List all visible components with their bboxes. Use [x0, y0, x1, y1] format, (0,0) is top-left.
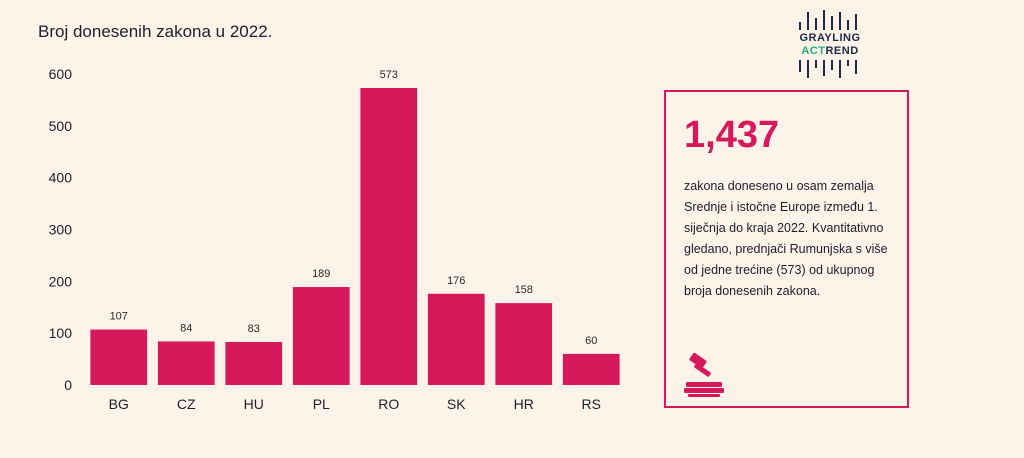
summary-card: 1,437 zakona doneseno u osam zemalja Sre… — [664, 90, 909, 408]
x-tick-label-hr: HR — [514, 396, 534, 412]
logo-text-act: ACT — [801, 45, 826, 57]
y-tick-label: 300 — [49, 222, 73, 238]
x-tick-label-hu: HU — [244, 396, 264, 412]
bar-cz — [157, 341, 215, 385]
total-laws-number: 1,437 — [684, 114, 780, 156]
x-tick-label-cz: CZ — [177, 396, 196, 412]
data-label-pl: 189 — [312, 268, 330, 280]
logo-text-rend: REND — [825, 45, 859, 57]
data-label-cz: 84 — [180, 322, 192, 334]
grayling-actrend-logo: GRAYLING ACTREND — [790, 8, 870, 80]
data-label-ro: 573 — [380, 69, 398, 81]
data-label-rs: 60 — [585, 335, 597, 347]
x-tick-label-sk: SK — [447, 396, 466, 412]
summary-text: zakona doneseno u osam zemalja Srednje i… — [684, 179, 888, 298]
data-label-hr: 158 — [515, 284, 533, 296]
logo-text-actrend: ACTREND — [790, 45, 870, 57]
logo-stripes-graphic — [799, 10, 857, 78]
gavel-icon — [684, 352, 724, 397]
bar-ro — [360, 87, 418, 386]
y-tick-label: 200 — [49, 273, 73, 289]
data-label-hu: 83 — [248, 323, 260, 335]
x-tick-label-pl: PL — [313, 396, 330, 412]
bar-sk — [427, 293, 485, 385]
y-tick-label: 400 — [49, 170, 73, 186]
x-tick-label-bg: BG — [109, 396, 129, 412]
bar-hu — [225, 341, 283, 385]
bar-bg — [90, 329, 148, 385]
x-tick-label-rs: RS — [582, 396, 601, 412]
y-tick-label: 100 — [49, 325, 73, 341]
bar-hr — [495, 303, 553, 385]
y-tick-label: 600 — [49, 66, 73, 82]
data-label-bg: 107 — [110, 311, 128, 323]
x-tick-label-ro: RO — [378, 396, 399, 412]
y-tick-label: 500 — [49, 118, 73, 134]
data-label-sk: 176 — [447, 275, 465, 287]
y-tick-label: 0 — [64, 377, 72, 393]
chart-title: Broj donesenih zakona u 2022. — [38, 22, 273, 41]
logo-text-grayling: GRAYLING — [799, 32, 861, 44]
bar-rs — [562, 353, 620, 385]
bar-chart: 0 100 200 300 400 500 600 107 BG 84 CZ 83 HU 189 PL 573… — [49, 66, 620, 412]
bar-pl — [292, 287, 350, 385]
